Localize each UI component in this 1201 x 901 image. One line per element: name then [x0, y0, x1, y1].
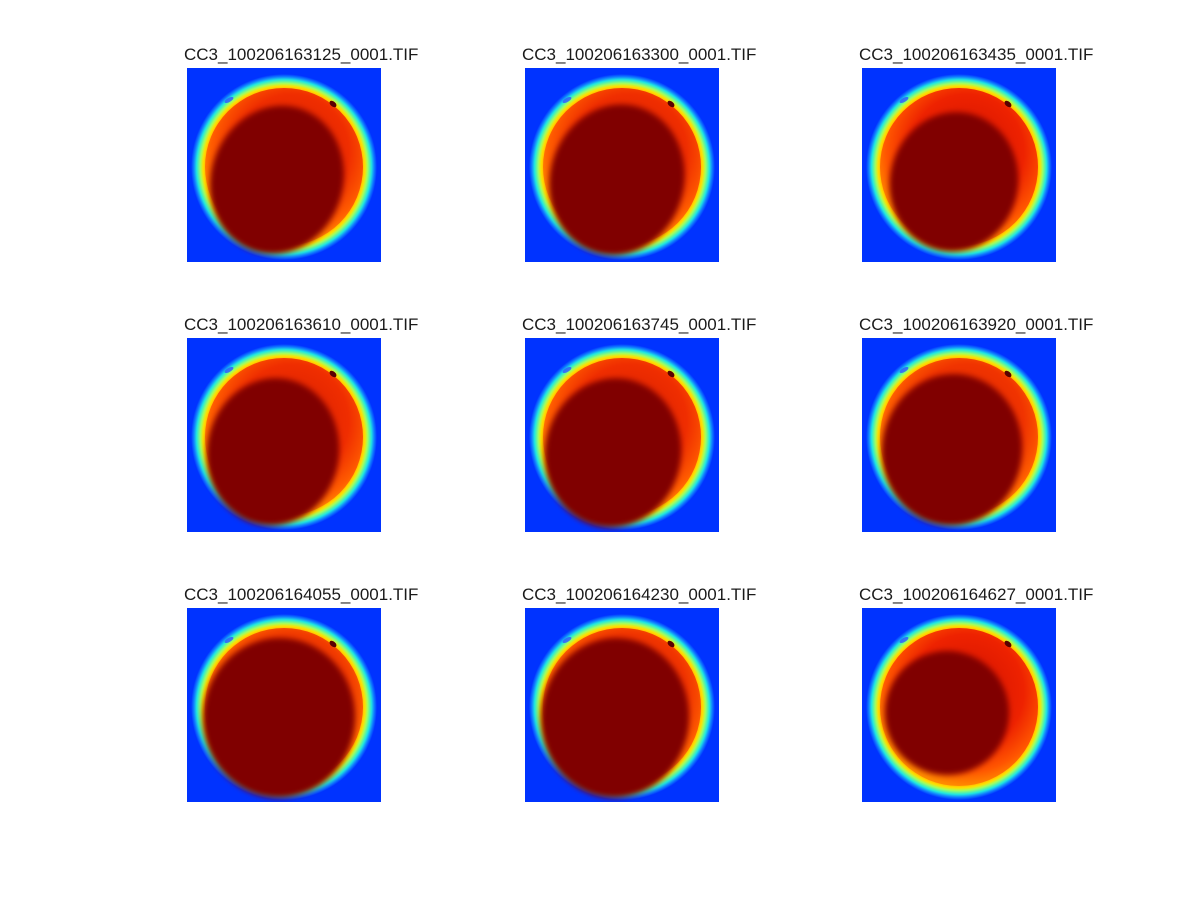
panel-title: CC3_100206163920_0001.TIF — [859, 315, 1094, 334]
panel-title: CC3_100206164230_0001.TIF — [522, 585, 757, 604]
panel-title: CC3_100206163300_0001.TIF — [522, 45, 757, 64]
image-panel: CC3_100206163610_0001.TIF — [184, 315, 418, 532]
heatmap-image — [525, 338, 719, 532]
panel-title: CC3_100206164055_0001.TIF — [184, 585, 419, 604]
heatmap-image — [862, 338, 1056, 532]
panel-title: CC3_100206163435_0001.TIF — [859, 45, 1094, 64]
image-panel: CC3_100206164055_0001.TIF — [184, 585, 418, 802]
heatmap-image — [862, 68, 1056, 262]
image-panel: CC3_100206164230_0001.TIF — [522, 585, 756, 802]
panel-title: CC3_100206163125_0001.TIF — [184, 45, 419, 64]
heatmap-image — [525, 68, 719, 262]
heatmap-image — [862, 608, 1056, 802]
image-panel: CC3_100206163300_0001.TIF — [522, 45, 756, 262]
heatmap-image — [187, 338, 381, 532]
image-panel: CC3_100206164627_0001.TIF — [859, 585, 1093, 802]
panel-title: CC3_100206164627_0001.TIF — [859, 585, 1094, 604]
heatmap-image — [187, 68, 381, 262]
image-panel: CC3_100206163745_0001.TIF — [522, 315, 756, 532]
panel-title: CC3_100206163745_0001.TIF — [522, 315, 757, 334]
heatmap-image — [525, 608, 719, 802]
heatmap-image — [187, 608, 381, 802]
image-panel: CC3_100206163435_0001.TIF — [859, 45, 1093, 262]
panel-title: CC3_100206163610_0001.TIF — [184, 315, 419, 334]
image-panel: CC3_100206163125_0001.TIF — [184, 45, 418, 262]
image-panel: CC3_100206163920_0001.TIF — [859, 315, 1093, 532]
